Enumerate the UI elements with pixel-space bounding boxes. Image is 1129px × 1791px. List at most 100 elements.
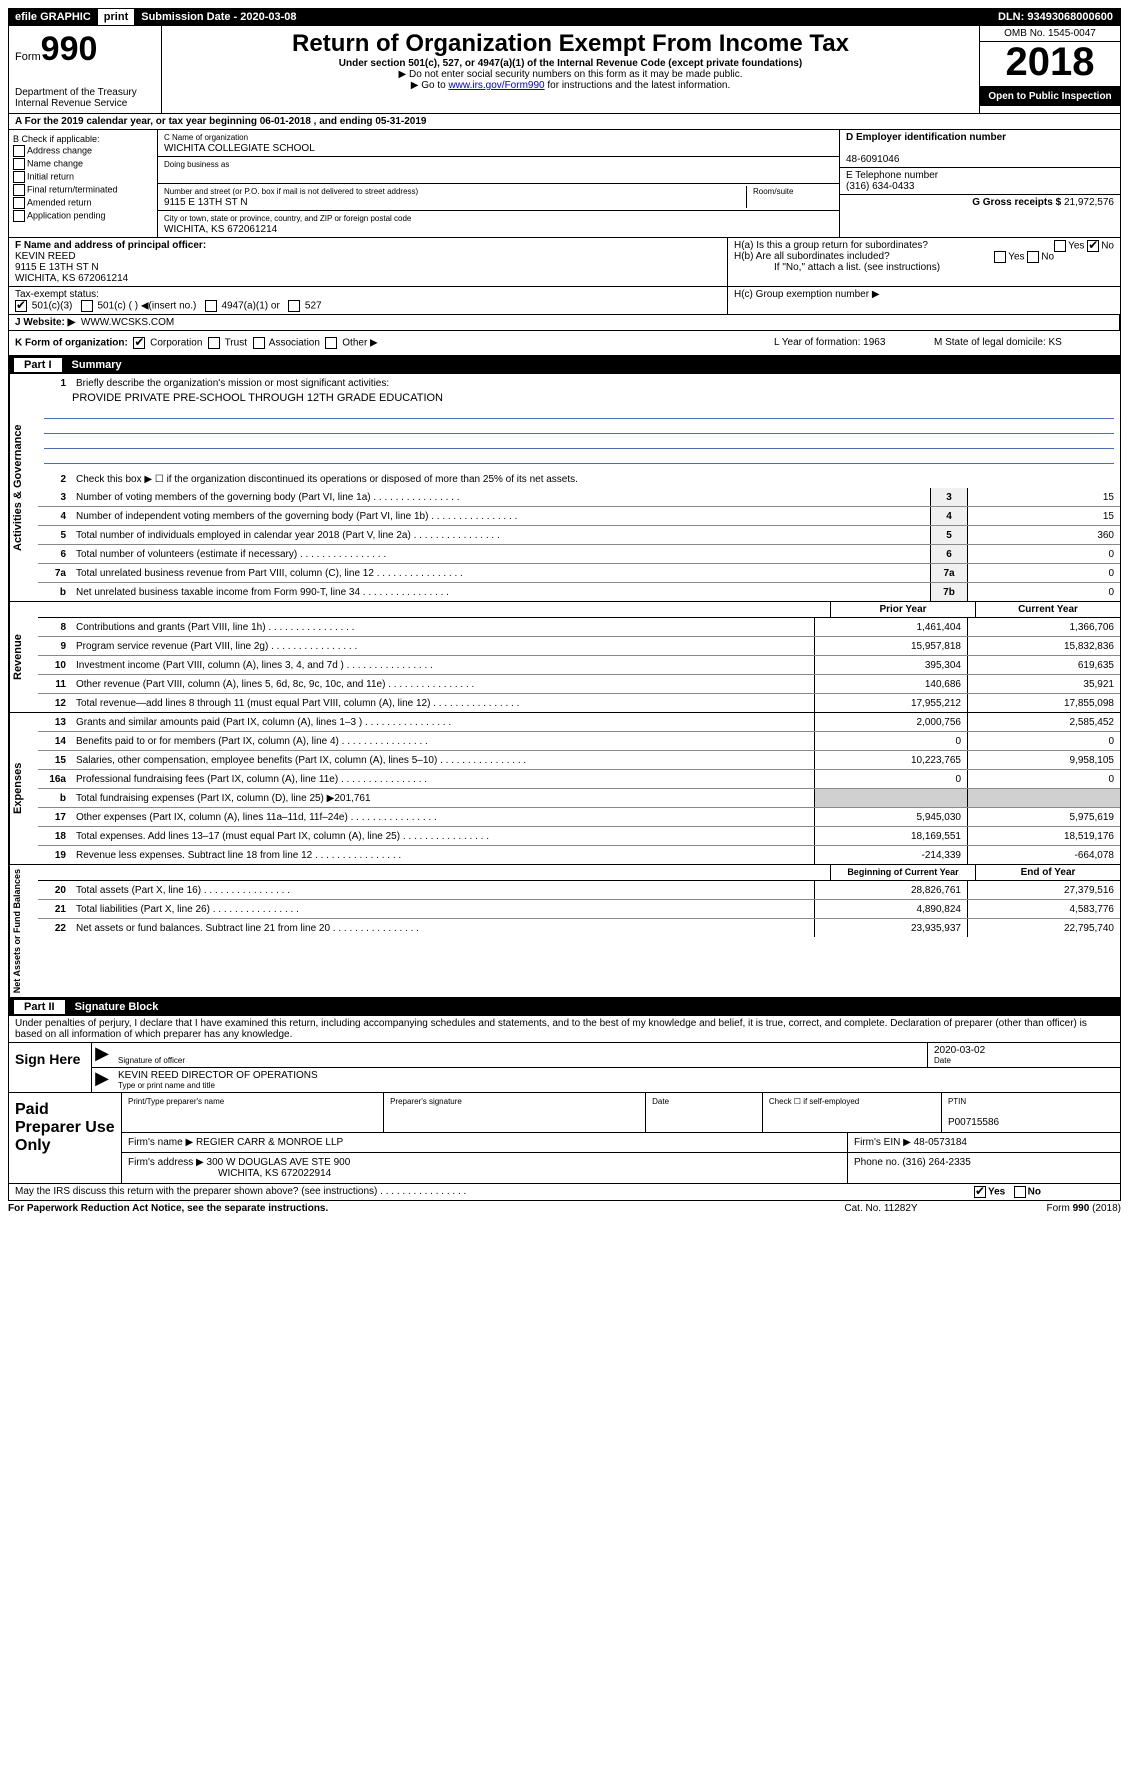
firm-ein: 48-0573184 xyxy=(914,1137,967,1148)
footer: For Paperwork Reduction Act Notice, see … xyxy=(8,1201,1121,1216)
section-b: B Check if applicable: Address change Na… xyxy=(9,130,158,237)
note-2: ▶ Go to www.irs.gov/Form990 for instruct… xyxy=(166,80,975,91)
efile-label: efile GRAPHIC xyxy=(9,9,98,25)
table-row: 20Total assets (Part X, line 16)28,826,7… xyxy=(38,881,1120,900)
firm-addr1: 300 W DOUGLAS AVE STE 900 xyxy=(207,1157,351,1168)
table-row: 11Other revenue (Part VIII, column (A), … xyxy=(38,675,1120,694)
table-row: 13Grants and similar amounts paid (Part … xyxy=(38,713,1120,732)
table-row: 19Revenue less expenses. Subtract line 1… xyxy=(38,846,1120,864)
exp-side-label: Expenses xyxy=(9,713,38,864)
chk-assoc[interactable] xyxy=(253,337,265,349)
hb-no[interactable] xyxy=(1027,251,1039,263)
table-row: 17Other expenses (Part IX, column (A), l… xyxy=(38,808,1120,827)
gov-section: Activities & Governance 1 Briefly descri… xyxy=(8,374,1121,602)
chk-corp[interactable] xyxy=(133,337,145,349)
l5-val: 360 xyxy=(967,526,1120,544)
row-j: J Website: ▶ WWW.WCSKS.COM xyxy=(8,315,1121,331)
net-side-label: Net Assets or Fund Balances xyxy=(9,865,38,997)
hb-yes[interactable] xyxy=(994,251,1006,263)
chk-amended[interactable]: Amended return xyxy=(13,197,153,209)
part-ii-header: Part II Signature Block xyxy=(8,998,1121,1016)
note-1: ▶ Do not enter social security numbers o… xyxy=(166,69,975,80)
section-c: C Name of organization WICHITA COLLEGIAT… xyxy=(158,130,839,237)
gov-side-label: Activities & Governance xyxy=(9,374,38,601)
discuss-row: May the IRS discuss this return with the… xyxy=(8,1184,1121,1201)
row-a: A For the 2019 calendar year, or tax yea… xyxy=(8,114,1121,130)
open-public: Open to Public Inspection xyxy=(980,87,1120,106)
chk-other[interactable] xyxy=(325,337,337,349)
chk-pending[interactable]: Application pending xyxy=(13,210,153,222)
l3-val: 15 xyxy=(967,488,1120,506)
rev-side-label: Revenue xyxy=(9,602,38,712)
header-center: Return of Organization Exempt From Incom… xyxy=(162,26,979,113)
identity-grid: B Check if applicable: Address change Na… xyxy=(8,130,1121,238)
chk-4947[interactable] xyxy=(205,300,217,312)
street: 9115 E 13TH ST N xyxy=(164,197,248,208)
ptin: P00715586 xyxy=(948,1117,999,1128)
dept-label: Department of the Treasury Internal Reve… xyxy=(15,87,155,109)
chk-501c3[interactable] xyxy=(15,300,27,312)
ha-yes[interactable] xyxy=(1054,240,1066,252)
chk-501c[interactable] xyxy=(81,300,93,312)
expenses-section: Expenses 13Grants and similar amounts pa… xyxy=(8,713,1121,865)
chk-527[interactable] xyxy=(288,300,300,312)
table-row: 10Investment income (Part VIII, column (… xyxy=(38,656,1120,675)
sig-intro: Under penalties of perjury, I declare th… xyxy=(9,1016,1120,1043)
ein: 48-6091046 xyxy=(846,154,899,165)
table-row: 16aProfessional fundraising fees (Part I… xyxy=(38,770,1120,789)
section-deg: D Employer identification number 48-6091… xyxy=(839,130,1120,237)
discuss-no[interactable] xyxy=(1014,1186,1026,1198)
header-right: OMB No. 1545-0047 2018 Open to Public In… xyxy=(979,26,1120,113)
form-title: Return of Organization Exempt From Incom… xyxy=(166,30,975,58)
sig-date: 2020-03-02 xyxy=(934,1045,985,1056)
table-row: 18Total expenses. Add lines 13–17 (must … xyxy=(38,827,1120,846)
table-row: 21Total liabilities (Part X, line 26)4,8… xyxy=(38,900,1120,919)
website: WWW.WCSKS.COM xyxy=(81,317,174,328)
table-row: 8Contributions and grants (Part VIII, li… xyxy=(38,618,1120,637)
firm-phone: (316) 264-2335 xyxy=(902,1157,970,1168)
row-klm: K Form of organization: Corporation Trus… xyxy=(8,331,1121,356)
l7a-val: 0 xyxy=(967,564,1120,582)
org-name: WICHITA COLLEGIATE SCHOOL xyxy=(164,143,315,154)
tax-year: 2018 xyxy=(980,42,1120,87)
city: WICHITA, KS 672061214 xyxy=(164,224,277,235)
table-row: 14Benefits paid to or for members (Part … xyxy=(38,732,1120,751)
section-m: M State of legal domicile: KS xyxy=(934,337,1114,349)
row-fh: F Name and address of principal officer:… xyxy=(8,238,1121,287)
section-k: K Form of organization: Corporation Trus… xyxy=(15,337,774,349)
net-section: Net Assets or Fund Balances Beginning of… xyxy=(8,865,1121,998)
form-header: Form990 Department of the Treasury Inter… xyxy=(8,26,1121,114)
paid-label: Paid Preparer Use Only xyxy=(9,1093,122,1183)
gross-receipts: 21,972,576 xyxy=(1064,197,1114,208)
section-l: L Year of formation: 1963 xyxy=(774,337,934,349)
l7b-val: 0 xyxy=(967,583,1120,601)
discuss-yes[interactable] xyxy=(974,1186,986,1198)
print-button[interactable]: print xyxy=(98,9,135,25)
ha-no[interactable] xyxy=(1087,240,1099,252)
officer-name: KEVIN REED DIRECTOR OF OPERATIONS xyxy=(118,1070,318,1081)
form990-link[interactable]: www.irs.gov/Form990 xyxy=(448,80,544,91)
arrow-icon: ▶ xyxy=(92,1043,112,1067)
l4-val: 15 xyxy=(967,507,1120,525)
chk-namechange[interactable]: Name change xyxy=(13,158,153,170)
paid-preparer-block: Paid Preparer Use Only Print/Type prepar… xyxy=(8,1093,1121,1184)
revenue-section: Revenue Prior Year Current Year 8Contrib… xyxy=(8,602,1121,713)
chk-address[interactable]: Address change xyxy=(13,145,153,157)
chk-initial[interactable]: Initial return xyxy=(13,171,153,183)
row-tax-hc: Tax-exempt status: 501(c)(3) 501(c) ( ) … xyxy=(8,287,1121,315)
tax-status: Tax-exempt status: 501(c)(3) 501(c) ( ) … xyxy=(9,287,728,314)
l6-val: 0 xyxy=(967,545,1120,563)
table-row: 12Total revenue—add lines 8 through 11 (… xyxy=(38,694,1120,712)
signature-block: Under penalties of perjury, I declare th… xyxy=(8,1016,1121,1093)
chk-trust[interactable] xyxy=(208,337,220,349)
header-left: Form990 Department of the Treasury Inter… xyxy=(9,26,162,113)
submission-cell: Submission Date - 2020-03-08 xyxy=(135,9,303,25)
chk-final[interactable]: Final return/terminated xyxy=(13,184,153,196)
topbar-spacer xyxy=(304,9,992,25)
section-hc: H(c) Group exemption number ▶ xyxy=(728,287,1120,314)
table-row: 15Salaries, other compensation, employee… xyxy=(38,751,1120,770)
sign-here-label: Sign Here xyxy=(9,1043,92,1092)
top-bar: efile GRAPHIC print Submission Date - 20… xyxy=(8,8,1121,26)
form-subtitle: Under section 501(c), 527, or 4947(a)(1)… xyxy=(166,58,975,69)
firm-addr2: WICHITA, KS 672022914 xyxy=(128,1168,331,1179)
